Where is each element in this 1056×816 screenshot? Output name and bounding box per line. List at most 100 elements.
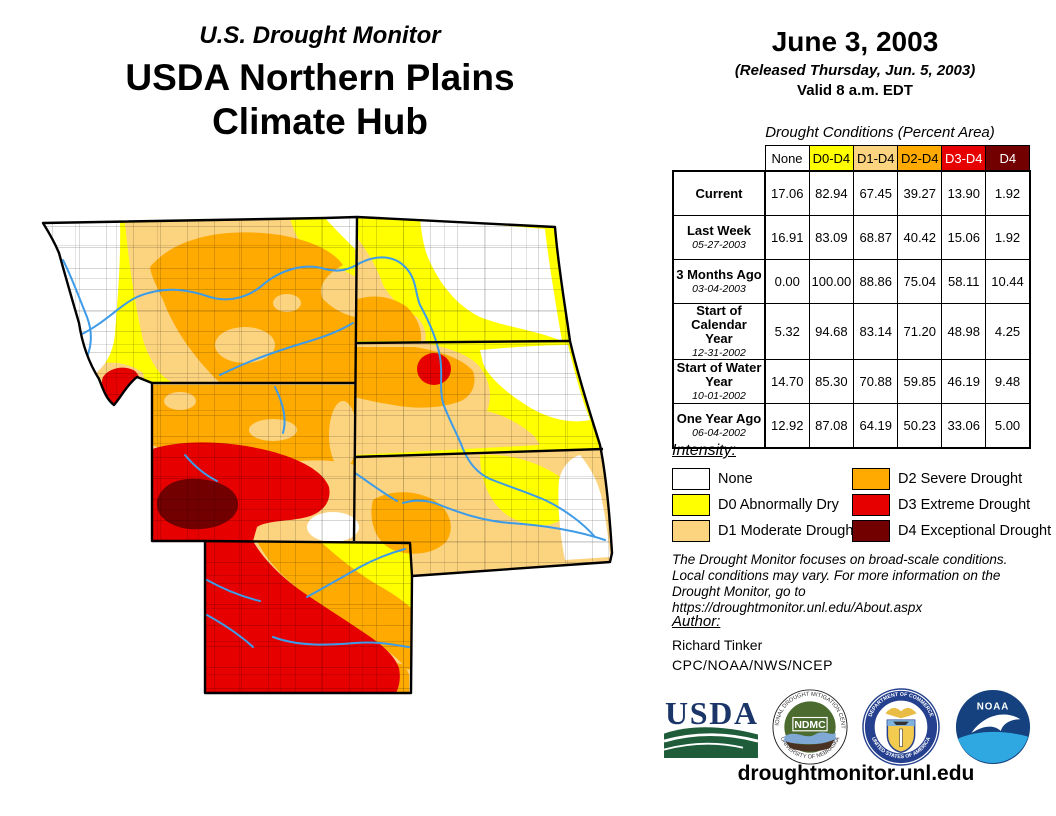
legend-item: D2 Severe Drought <box>852 466 1052 492</box>
value-cell: 48.98 <box>941 303 987 360</box>
legend-label: None <box>718 471 753 487</box>
value-cell: 5.32 <box>764 303 810 360</box>
hub-title-line2: Climate Hub <box>212 101 428 142</box>
legend-swatch <box>852 494 890 516</box>
usda-field-shape <box>664 727 758 758</box>
value-cell: 33.06 <box>941 403 987 449</box>
value-cell: 10.44 <box>985 259 1031 304</box>
value-cell: 64.19 <box>853 403 899 449</box>
border-southdakota-nebraska <box>354 447 604 459</box>
value-cell: 16.91 <box>764 215 810 260</box>
legend-label: D1 Moderate Drought <box>718 523 858 539</box>
legend-swatch <box>672 468 710 490</box>
legend-label: D3 Extreme Drought <box>898 497 1031 513</box>
doc-eagle <box>885 707 917 719</box>
value-cell: 70.88 <box>853 359 899 404</box>
column-header-d3-d4: D3-D4 <box>941 145 987 172</box>
value-cell: 4.25 <box>985 303 1031 360</box>
table-row: Last Week 05-27-2003 16.91 83.09 68.87 40.42 1… <box>672 215 1031 260</box>
value-cell: 94.68 <box>808 303 855 360</box>
legend-item: D0 Abnormally Dry <box>672 492 850 518</box>
county-lines <box>43 217 612 693</box>
value-cell: 12.92 <box>764 403 810 449</box>
legend-swatch <box>852 468 890 490</box>
row-label: Last Week 05-27-2003 <box>672 215 766 260</box>
drought-map <box>41 215 614 695</box>
author-title: Author: <box>672 613 721 630</box>
usda-logo: USDA <box>664 696 758 758</box>
noaa-text: NOAA <box>977 701 1010 712</box>
row-label: Start of Water Year 10-01-2002 <box>672 359 766 404</box>
value-cell: 83.09 <box>808 215 855 260</box>
disclaimer-line1: The Drought Monitor focuses on broad-sca… <box>672 552 1008 567</box>
noaa-swoosh <box>957 731 1029 763</box>
value-cell: 100.00 <box>808 259 855 304</box>
doc-seal: DEPARTMENT OF COMMERCE UNITED STATES OF … <box>862 688 940 766</box>
row-label: Current <box>672 170 766 216</box>
release-date: (Released Thursday, Jun. 5, 2003) <box>734 62 976 79</box>
legend-item: D3 Extreme Drought <box>852 492 1052 518</box>
ndmc-text-box <box>792 716 828 732</box>
disclaimer-line2: Local conditions may vary. For more info… <box>672 568 1001 583</box>
column-header-d0-d4: D0-D4 <box>808 145 855 172</box>
value-cell: 58.11 <box>941 259 987 304</box>
legend-swatch <box>672 520 710 542</box>
ndmc-river <box>784 732 836 745</box>
date-block: June 3, 2003 (Released Thursday, Jun. 5,… <box>665 26 1045 99</box>
table-row: 3 Months Ago 03-04-2003 0.00 100.00 88.86 75.… <box>672 259 1031 304</box>
value-cell: 17.06 <box>764 170 810 216</box>
value-cell: 67.45 <box>853 170 899 216</box>
border-wyoming-colorado-nebraska <box>204 539 414 577</box>
table-row: Current 17.06 82.94 67.45 39.27 13.90 1.92 <box>672 170 1031 216</box>
ndmc-land <box>785 739 835 752</box>
doc-lighthouse <box>899 728 903 747</box>
column-header-none: None <box>764 145 810 172</box>
legend-item: None <box>672 466 850 492</box>
legend-label: D0 Abnormally Dry <box>718 497 839 513</box>
column-header-d4: D4 <box>985 145 1031 172</box>
header-row: None D0-D4 D1-D4 D2-D4 D3-D4 D4 <box>673 145 1031 172</box>
conditions-table-body: Current 17.06 82.94 67.45 39.27 13.90 1.92 Last… <box>672 170 1031 449</box>
row-label: 3 Months Ago 03-04-2003 <box>672 259 766 304</box>
table-row: Start of Water Year 10-01-2002 14.70 85.30 7… <box>672 359 1031 404</box>
value-cell: 9.48 <box>985 359 1031 404</box>
legend-item: D1 Moderate Drought <box>672 518 857 544</box>
value-cell: 50.23 <box>897 403 943 449</box>
border-montana-wyoming-east <box>352 216 359 542</box>
legend-title: Intensity: <box>672 442 737 459</box>
hub-title: USDA Northern Plains Climate Hub <box>30 56 610 144</box>
conditions-table-head: None D0-D4 D1-D4 D2-D4 D3-D4 D4 <box>673 145 1031 172</box>
disclaimer-line3: Drought Monitor, go to https://droughtmo… <box>672 584 923 615</box>
column-header-d2-d4: D2-D4 <box>897 145 943 172</box>
value-cell: 13.90 <box>941 170 987 216</box>
value-cell: 68.87 <box>853 215 899 260</box>
value-cell: 82.94 <box>808 170 855 216</box>
disclaimer: The Drought Monitor focuses on broad-sca… <box>672 552 1052 616</box>
value-cell: 1.92 <box>985 215 1031 260</box>
legend-swatch <box>852 520 890 542</box>
usda-swoosh-1 <box>664 733 758 743</box>
rivers-layer <box>62 256 606 648</box>
row-label: One Year Ago 06-04-2002 <box>672 403 766 449</box>
value-cell: 1.92 <box>985 170 1031 216</box>
legend-label: D2 Severe Drought <box>898 471 1023 487</box>
valid-time: Valid 8 a.m. EDT <box>797 82 913 99</box>
table-corner-cell <box>673 145 765 171</box>
table-title: Drought Conditions (Percent Area) <box>765 124 995 141</box>
footer-url: droughtmonitor.unl.edu <box>737 762 975 785</box>
value-cell: 40.42 <box>897 215 943 260</box>
ndmc-text: NDMC <box>794 720 826 731</box>
border-northdakota-southdakota <box>354 339 571 345</box>
legend-column-2: D2 Severe Drought D3 Extreme Drought D4 Ex… <box>852 466 1052 544</box>
noaa-bird <box>971 714 1021 733</box>
author-block: Author: Richard Tinker CPC/NOAA/NWS/NCEP <box>672 613 972 673</box>
legend-item: D4 Exceptional Drought <box>852 518 1052 544</box>
left-header: U.S. Drought Monitor USDA Northern Plain… <box>30 22 610 144</box>
monitor-title: U.S. Drought Monitor <box>199 22 441 49</box>
value-cell: 15.06 <box>941 215 987 260</box>
value-cell: 71.20 <box>897 303 943 360</box>
value-cell: 88.86 <box>853 259 899 304</box>
value-cell: 85.30 <box>808 359 855 404</box>
legend-label: D4 Exceptional Drought <box>898 523 1052 539</box>
